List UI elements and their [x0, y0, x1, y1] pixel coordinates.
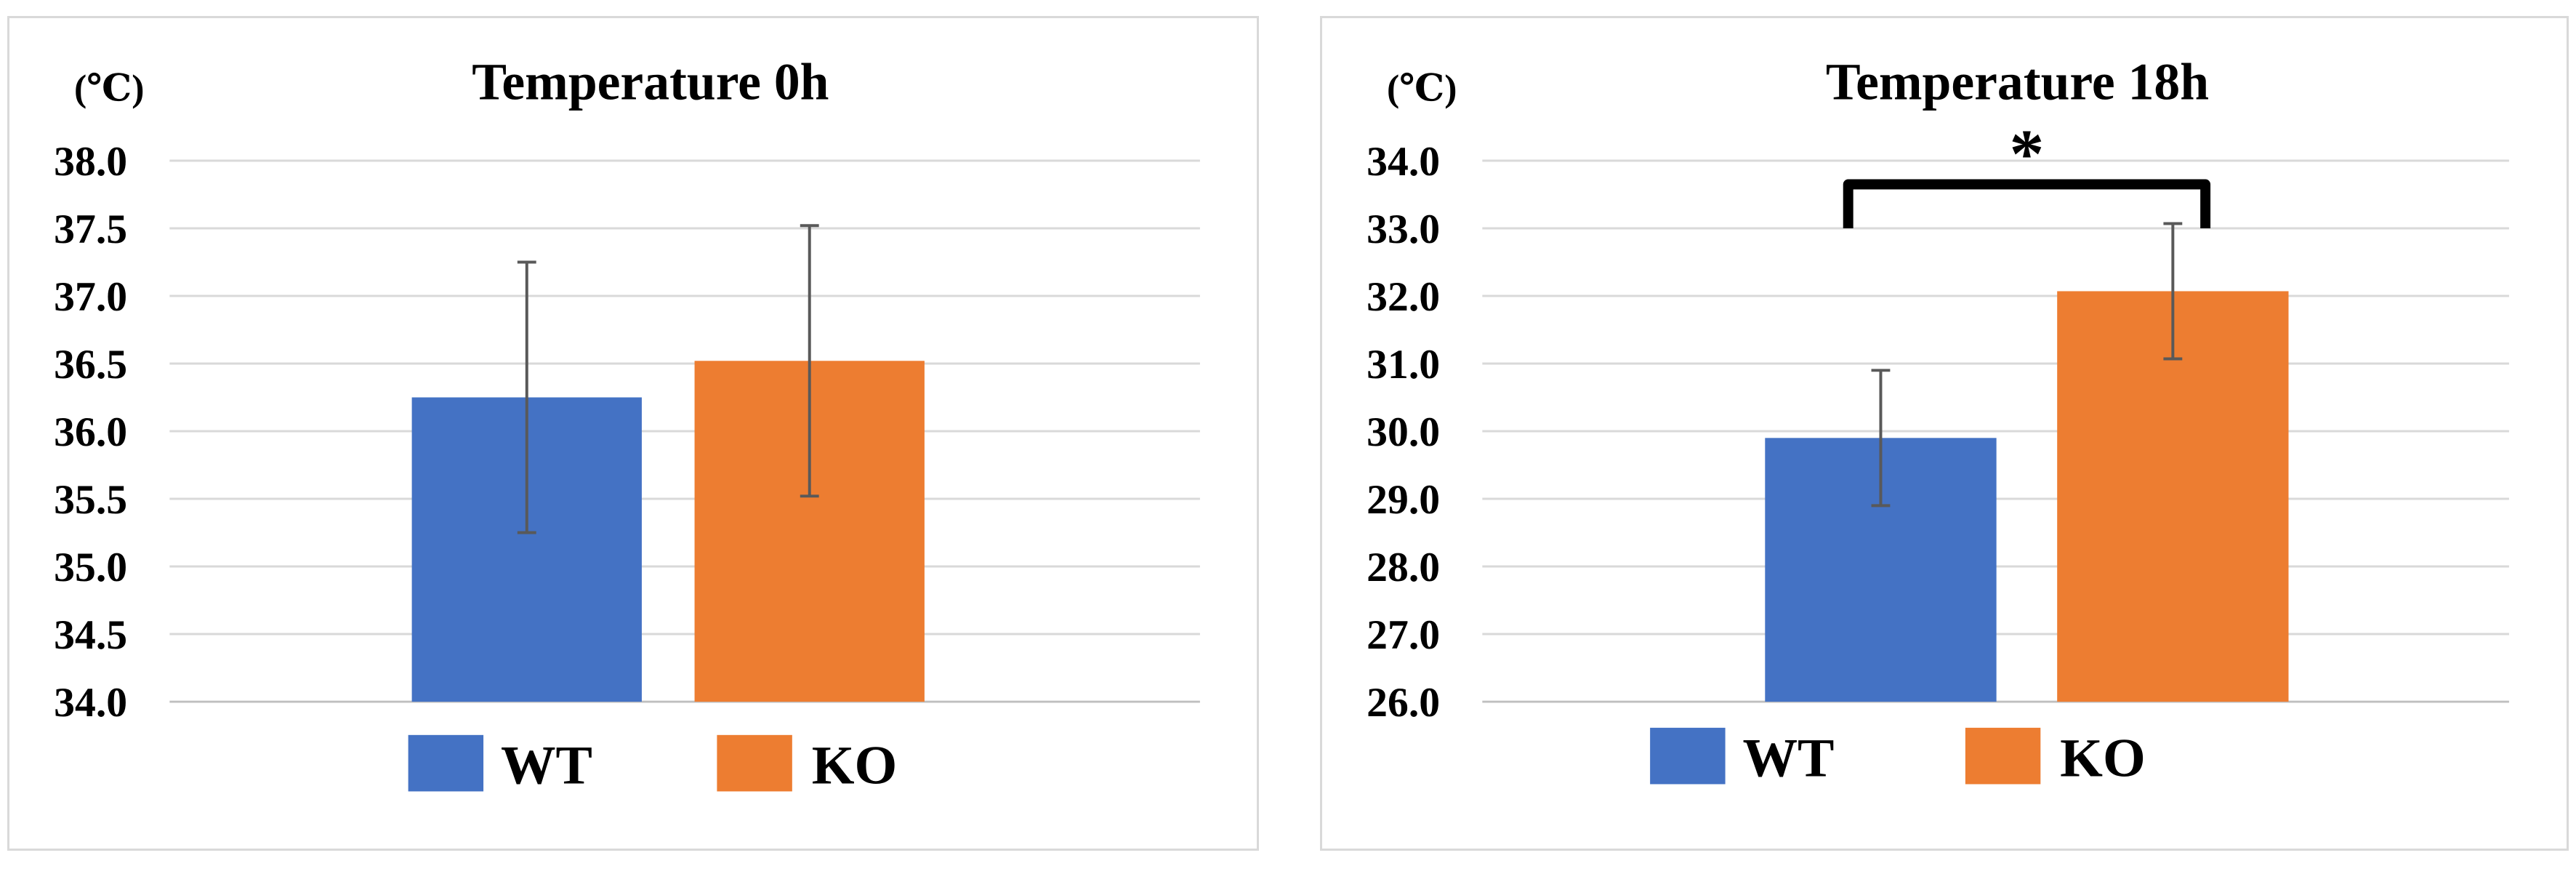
y-tick-label: 33.0: [1367, 207, 1440, 252]
y-tick-label: 27.0: [1367, 612, 1440, 658]
y-tick-label: 34.5: [54, 612, 127, 658]
y-tick-label: 34.0: [1367, 139, 1440, 185]
y-tick-label: 35.5: [54, 477, 127, 523]
significance-marker: *: [2010, 116, 2045, 193]
y-tick-label: 35.0: [54, 545, 127, 590]
y-tick-label: 31.0: [1367, 342, 1440, 388]
y-tick-label: 30.0: [1367, 409, 1440, 455]
unit-label: (℃): [74, 68, 144, 109]
y-tick-label: 37.5: [54, 207, 127, 252]
y-tick-label: 32.0: [1367, 274, 1440, 320]
y-tick-label: 37.0: [54, 274, 127, 320]
y-tick-label: 36.5: [54, 342, 127, 388]
y-tick-label: 34.0: [54, 680, 127, 726]
chart-temperature-0h: (℃) Temperature 0h 38.0 37.5 37.0 36.5 36.0 35.…: [54, 53, 1200, 795]
legend-label-ko: KO: [2060, 729, 2146, 789]
chart-title: Temperature 18h: [1826, 53, 2209, 111]
legend-label-wt: WT: [501, 735, 592, 795]
y-tick-label: 29.0: [1367, 477, 1440, 523]
y-tick-label: 26.0: [1367, 680, 1440, 726]
chart-title: Temperature 0h: [472, 53, 829, 111]
significance-bracket: [1843, 179, 2211, 228]
legend-swatch-wt: [408, 734, 484, 792]
chart-panel-temperature-18h: (℃) Temperature 18h 34.0 33.0 32.0 31.0 30.0 29…: [1320, 16, 2569, 851]
y-tick-label: 36.0: [54, 409, 127, 455]
chart-panel-temperature-0h: (℃) Temperature 0h 38.0 37.5 37.0 36.5 36.0 35.…: [7, 16, 1259, 851]
unit-label: (℃): [1387, 68, 1457, 109]
chart-temperature-18h: (℃) Temperature 18h 34.0 33.0 32.0 31.0 30.0 29…: [1367, 53, 2509, 789]
legend-swatch-ko: [1965, 727, 2041, 785]
legend-swatch-wt: [1650, 727, 1726, 785]
y-tick-label: 28.0: [1367, 545, 1440, 590]
legend-label-ko: KO: [812, 735, 898, 795]
y-tick-label: 38.0: [54, 139, 127, 185]
legend-swatch-ko: [717, 734, 792, 792]
legend-label-wt: WT: [1742, 729, 1834, 789]
